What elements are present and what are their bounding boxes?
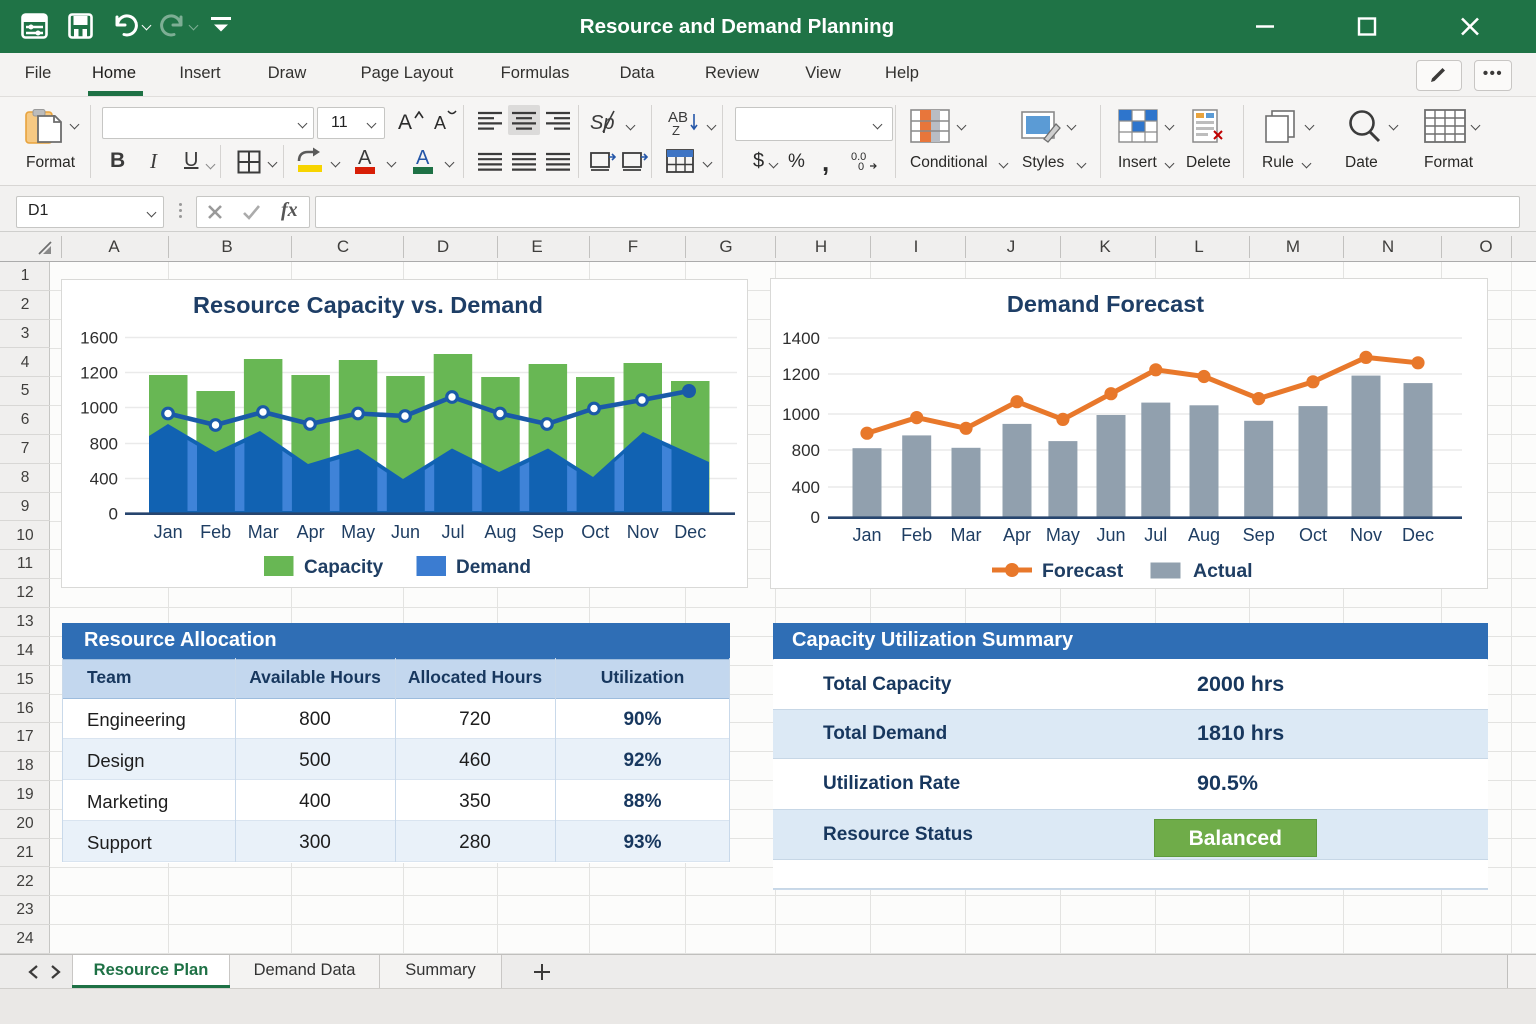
svg-text:Dec: Dec [674, 522, 706, 542]
svg-text:1200: 1200 [782, 365, 820, 384]
svg-text:Jul: Jul [441, 522, 464, 542]
svg-text:1400: 1400 [782, 329, 820, 348]
svg-text:A: A [358, 147, 372, 169]
svg-text:Forecast: Forecast [1042, 560, 1124, 582]
svg-text:Nov: Nov [1350, 525, 1382, 545]
svg-text:Demand Forecast: Demand Forecast [1007, 291, 1204, 317]
svg-text:400: 400 [792, 478, 820, 497]
svg-text:A: A [416, 147, 430, 169]
svg-text:Jun: Jun [391, 522, 420, 542]
svg-text:Mar: Mar [951, 525, 982, 545]
svg-text:1000: 1000 [80, 399, 118, 418]
svg-text:800: 800 [792, 441, 820, 460]
svg-text:1600: 1600 [80, 329, 118, 348]
svg-text:Actual: Actual [1193, 560, 1253, 582]
svg-text:800: 800 [90, 435, 118, 454]
svg-text:Aug: Aug [1188, 525, 1220, 545]
svg-text:0.0: 0.0 [851, 151, 866, 163]
svg-text:Feb: Feb [200, 522, 231, 542]
svg-text:Apr: Apr [297, 522, 325, 542]
svg-text:Dec: Dec [1402, 525, 1434, 545]
svg-text:Sep: Sep [532, 522, 564, 542]
svg-text:Jun: Jun [1096, 525, 1125, 545]
svg-text:Sp: Sp [590, 112, 614, 134]
svg-text:Jan: Jan [154, 522, 183, 542]
svg-text:Mar: Mar [248, 522, 279, 542]
svg-text:May: May [341, 522, 375, 542]
svg-text:Feb: Feb [901, 525, 932, 545]
svg-text:400: 400 [90, 470, 118, 489]
svg-text:1200: 1200 [80, 364, 118, 383]
svg-text:Jul: Jul [1144, 525, 1167, 545]
svg-text:0: 0 [811, 508, 820, 527]
svg-text:Resource Capacity vs. Demand: Resource Capacity vs. Demand [193, 292, 543, 318]
svg-text:0: 0 [109, 505, 118, 524]
svg-text:Oct: Oct [581, 522, 609, 542]
svg-text:Aug: Aug [484, 522, 516, 542]
svg-text:Nov: Nov [627, 522, 659, 542]
svg-text:May: May [1046, 525, 1080, 545]
svg-text:Oct: Oct [1299, 525, 1327, 545]
svg-text:Apr: Apr [1003, 525, 1031, 545]
svg-text:Sep: Sep [1243, 525, 1275, 545]
svg-text:Jan: Jan [852, 525, 881, 545]
svg-text:0: 0 [858, 161, 864, 172]
svg-text:1000: 1000 [782, 405, 820, 424]
svg-text:Capacity: Capacity [304, 557, 384, 578]
svg-text:Demand: Demand [456, 557, 531, 578]
